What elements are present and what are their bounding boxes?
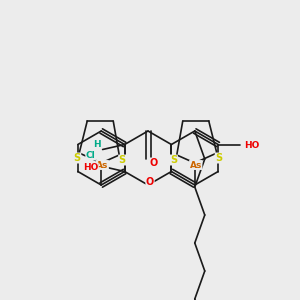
Text: S: S [170,155,177,165]
Text: S: S [119,155,126,165]
Text: As: As [96,160,108,169]
Text: HO: HO [244,141,260,150]
Text: S: S [74,153,81,163]
Text: H: H [93,140,101,149]
Text: As: As [190,160,202,169]
Text: HO: HO [83,163,98,172]
Text: S: S [215,153,222,163]
Text: O: O [150,158,158,168]
Text: Cl: Cl [86,151,95,160]
Text: O: O [146,177,154,187]
